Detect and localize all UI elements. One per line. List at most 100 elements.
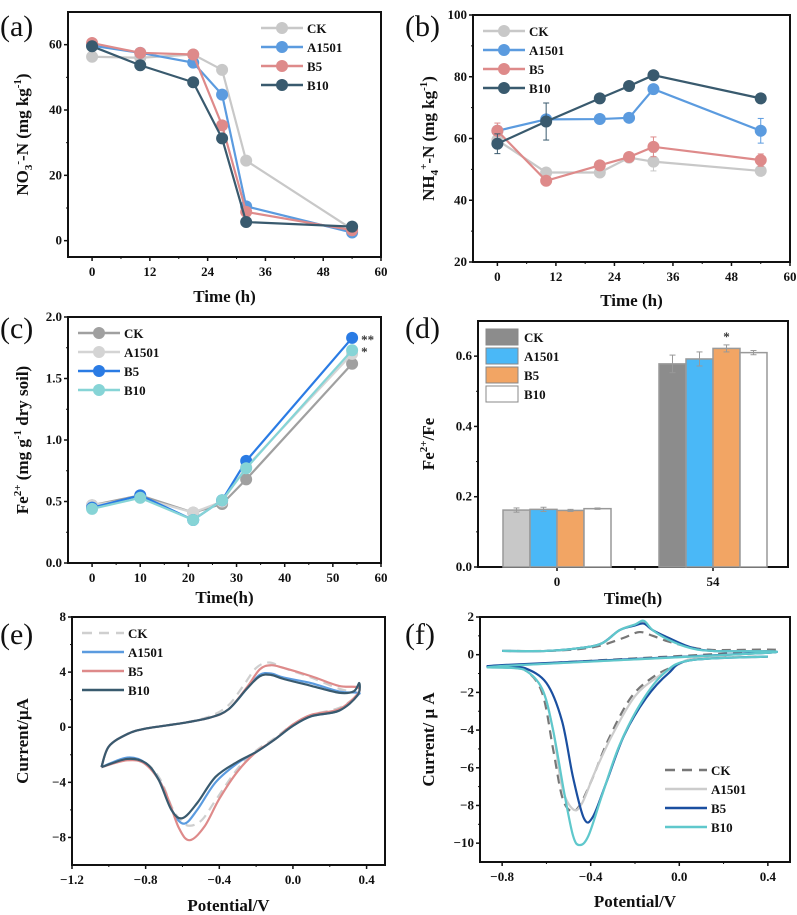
data-point [134, 491, 147, 504]
data-point [240, 216, 253, 229]
data-point [593, 159, 606, 172]
y-title-main: Fe [13, 496, 32, 514]
series-line [496, 74, 761, 145]
significance-marker: * [723, 329, 730, 344]
data-point [623, 80, 636, 93]
y-tick-label: 0 [468, 647, 475, 662]
legend-marker [276, 79, 288, 91]
bar-b10 [583, 507, 612, 568]
y-tick-label: 8 [60, 609, 67, 624]
data-point [540, 115, 553, 128]
y-axis-title: Fe2+/Fe [418, 417, 438, 470]
x-tick-label: 0 [89, 570, 96, 585]
data-point [216, 119, 229, 132]
data-point [86, 50, 99, 63]
y-title-end: ) [419, 76, 438, 82]
x-tick-label: 0 [554, 574, 561, 589]
legend-marker [93, 327, 105, 339]
bar-ck [658, 363, 687, 568]
x-tick-label: 48 [317, 264, 331, 279]
data-point [240, 462, 253, 475]
x-tick-label: 0 [89, 264, 96, 279]
data-point [346, 344, 359, 357]
y-title-rest: -N (mg kg [419, 90, 438, 163]
legend-item: B10 [82, 683, 150, 698]
series-b10 [100, 673, 361, 820]
data-point [540, 166, 553, 179]
legend: CK A1501 B5 B10 [78, 326, 159, 398]
y-title-sup: - [12, 161, 24, 165]
legend-item: A1501 [78, 345, 159, 360]
plot-frame [472, 14, 791, 263]
x-tick-label: −0.8 [490, 869, 514, 884]
legend-item: B5 [261, 59, 323, 74]
legend-marker [498, 82, 510, 94]
legend: CK A1501 B5 B10 [485, 328, 559, 403]
legend-item: B10 [665, 820, 733, 835]
y-tick-label: −4 [460, 722, 474, 737]
legend-item: CK [665, 763, 731, 778]
x-tick-label: −0.4 [207, 872, 231, 887]
x-tick-label: 0.4 [760, 869, 777, 884]
y-title-rest: -N (mg kg [13, 88, 32, 161]
legend-item: CK [82, 626, 148, 641]
significance-marker: ** [361, 332, 374, 347]
y-tick-label: −4 [52, 774, 66, 789]
y-title-main: Fe [419, 452, 438, 470]
x-tick-label: −1.2 [60, 872, 84, 887]
bar-a1501 [685, 358, 714, 568]
y-title-sup2: -1 [418, 82, 430, 91]
series-line [497, 87, 762, 132]
legend-label: B10 [529, 81, 551, 96]
x-tick-label: 60 [784, 269, 797, 284]
data-point [647, 155, 660, 168]
legend: CK A1501 B5 B10 [483, 24, 564, 96]
x-tick-label: −0.4 [579, 869, 603, 884]
legend-label: B5 [529, 62, 545, 77]
legend-label: B5 [711, 801, 727, 816]
bar-ck [502, 509, 531, 568]
x-axis-title: Potential/V [187, 896, 270, 915]
plot-frame [477, 320, 789, 568]
data-point [86, 40, 99, 53]
y-tick-label: 40 [454, 192, 467, 207]
series-curve [486, 619, 778, 847]
y-axis-title: Fe2+ (mg g-1 dry soil) [12, 366, 32, 514]
y-tick-label: 0.0 [46, 555, 62, 570]
data-point [491, 137, 504, 150]
legend-marker [276, 60, 288, 72]
legend-label: CK [711, 763, 731, 778]
legend-label: CK [529, 24, 549, 39]
x-axis-title: Potential/V [594, 892, 677, 911]
legend-item: B5 [82, 664, 144, 679]
legend-item: B5 [78, 364, 140, 379]
y-tick-label: 20 [49, 167, 62, 182]
bar-b5 [712, 347, 741, 568]
y-title-sub: 4 [429, 169, 441, 175]
panel-label: (b) [405, 10, 440, 43]
y-tick-label: 40 [49, 102, 62, 117]
legend-item: A1501 [485, 347, 559, 365]
chart-panel-b: 20 40 60 80 100 0 12 24 36 48 60 Time (h) NH4+-N (mg… [405, 7, 797, 310]
legend-item: A1501 [483, 43, 564, 58]
data-point [346, 220, 359, 233]
y-tick-label: −8 [52, 829, 66, 844]
y-tick-label: 0 [56, 233, 63, 248]
y-title-rest: (mg g [13, 439, 32, 485]
data-point [134, 46, 147, 59]
data-point [240, 473, 253, 486]
y-tick-label: 0.4 [456, 418, 473, 433]
data-point [623, 111, 636, 124]
legend-label: B10 [124, 383, 146, 398]
data-point [187, 76, 200, 89]
legend-label: A1501 [124, 345, 159, 360]
y-tick-label: 60 [49, 37, 62, 52]
x-tick-label: 0 [494, 269, 501, 284]
legend-marker [498, 63, 510, 75]
data-point [754, 164, 767, 177]
data-point [754, 92, 767, 105]
legend-marker [93, 346, 105, 358]
x-tick-label: 24 [608, 269, 622, 284]
y-tick-label: 0.5 [46, 494, 63, 509]
legend-item: B10 [485, 385, 546, 403]
